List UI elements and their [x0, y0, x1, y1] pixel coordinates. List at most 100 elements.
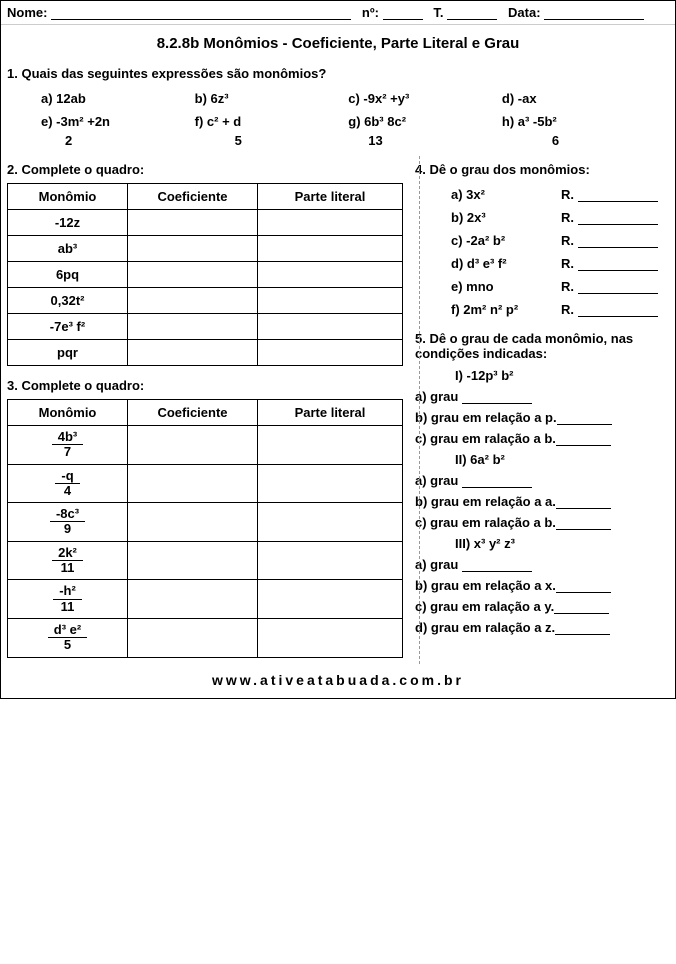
answer-blank[interactable] [578, 190, 658, 202]
q3-blank[interactable] [258, 618, 403, 657]
answer-blank[interactable] [556, 581, 611, 593]
two-column-layout: 2. Complete o quadro: Monômio Coeficient… [1, 156, 675, 664]
q2-blank[interactable] [258, 314, 403, 340]
q2-blank[interactable] [258, 262, 403, 288]
q2-cell: 6pq [8, 262, 128, 288]
q2-blank[interactable] [258, 340, 403, 366]
q3-blank[interactable] [128, 618, 258, 657]
q3-table: Monômio Coeficiente Parte literal 4b³7 -… [7, 399, 403, 658]
q1-numbers: 2 5 13 6 [1, 133, 675, 156]
q3-cell: 4b³7 [8, 426, 128, 465]
q1-num: 6 [502, 133, 652, 148]
q1-item: e) -3m² +2n [41, 114, 191, 129]
answer-blank[interactable] [556, 518, 611, 530]
answer-blank[interactable] [554, 602, 609, 614]
q3-blank[interactable] [258, 580, 403, 619]
q1-num: 2 [41, 133, 191, 148]
field-data[interactable] [544, 6, 644, 20]
q5-item: a) grau [415, 470, 669, 491]
answer-blank[interactable] [578, 236, 658, 248]
table-row: 0,32t² [8, 288, 403, 314]
q1-num: 5 [195, 133, 345, 148]
q2-cell: ab³ [8, 236, 128, 262]
q3-blank[interactable] [258, 541, 403, 580]
q2-blank[interactable] [258, 288, 403, 314]
left-column: 2. Complete o quadro: Monômio Coeficient… [1, 156, 409, 664]
table-row: 4b³7 [8, 426, 403, 465]
table-row: -8c³9 [8, 503, 403, 542]
q5-item: c) grau em ralação a b. [415, 428, 669, 449]
q2-blank[interactable] [128, 236, 258, 262]
q2-cell: pqr [8, 340, 128, 366]
table-row: 6pq [8, 262, 403, 288]
q3-blank[interactable] [128, 503, 258, 542]
answer-blank[interactable] [462, 560, 532, 572]
answer-blank[interactable] [555, 623, 610, 635]
right-column: 4. Dê o grau dos monômios: a) 3x²R. b) 2… [409, 156, 675, 664]
q3-blank[interactable] [128, 541, 258, 580]
q2-blank[interactable] [128, 340, 258, 366]
q3-blank[interactable] [258, 503, 403, 542]
q2-blank[interactable] [128, 210, 258, 236]
field-t[interactable] [447, 6, 497, 20]
q3-prompt: 3. Complete o quadro: [7, 366, 403, 399]
q3-cell: -8c³9 [8, 503, 128, 542]
q5-item: c) grau em ralação a y. [415, 596, 669, 617]
q2-blank[interactable] [128, 314, 258, 340]
q4-item: a) 3x²R. [415, 183, 669, 206]
q1-item: f) c² + d [195, 114, 345, 129]
q3-header: Parte literal [258, 400, 403, 426]
q4-item: d) d³ e³ f²R. [415, 252, 669, 275]
q2-cell: -7e³ f² [8, 314, 128, 340]
q3-blank[interactable] [258, 464, 403, 503]
q5-item: a) grau [415, 386, 669, 407]
q3-blank[interactable] [128, 580, 258, 619]
q3-cell: d³ e²5 [8, 618, 128, 657]
field-no[interactable] [383, 6, 423, 20]
q2-header: Coeficiente [128, 184, 258, 210]
answer-blank[interactable] [578, 282, 658, 294]
field-nome[interactable] [51, 6, 351, 20]
table-row: d³ e²5 [8, 618, 403, 657]
q3-header: Monômio [8, 400, 128, 426]
q3-cell: -q4 [8, 464, 128, 503]
q1-item: g) 6b³ 8c² [348, 114, 498, 129]
q1-row-1: a) 12ab b) 6z³ c) -9x² +y³ d) -ax [1, 87, 675, 110]
q3-blank[interactable] [128, 426, 258, 465]
q3-blank[interactable] [258, 426, 403, 465]
q1-prompt: 1. Quais das seguintes expressões são mo… [1, 64, 675, 87]
q3-blank[interactable] [128, 464, 258, 503]
q4-item: c) -2a² b²R. [415, 229, 669, 252]
q1-num: 13 [348, 133, 498, 148]
table-row: pqr [8, 340, 403, 366]
answer-blank[interactable] [556, 497, 611, 509]
q2-blank[interactable] [128, 288, 258, 314]
q3-cell: -h²11 [8, 580, 128, 619]
answer-blank[interactable] [462, 392, 532, 404]
q3-header: Coeficiente [128, 400, 258, 426]
answer-blank[interactable] [557, 413, 612, 425]
q5-prompt: 5. Dê o grau de cada monômio, nas condiç… [415, 321, 669, 365]
answer-blank[interactable] [556, 434, 611, 446]
answer-blank[interactable] [578, 259, 658, 271]
q5-item: a) grau [415, 554, 669, 575]
answer-blank[interactable] [462, 476, 532, 488]
q1-item: d) -ax [502, 91, 652, 106]
q1-row-2: e) -3m² +2n f) c² + d g) 6b³ 8c² h) a³ -… [1, 110, 675, 133]
table-row: -q4 [8, 464, 403, 503]
q4-item: e) mnoR. [415, 275, 669, 298]
q5-item: b) grau em relação a p. [415, 407, 669, 428]
label-nome: Nome: [7, 5, 47, 20]
answer-blank[interactable] [578, 213, 658, 225]
header-line: Nome: nº: T. Data: [1, 1, 675, 25]
q2-blank[interactable] [128, 262, 258, 288]
q2-blank[interactable] [258, 210, 403, 236]
q5-sub: II) 6a² b² [415, 449, 669, 470]
table-row: -7e³ f² [8, 314, 403, 340]
label-data: Data: [508, 5, 541, 20]
q5-item: c) grau em ralação a b. [415, 512, 669, 533]
table-row: ab³ [8, 236, 403, 262]
vertical-divider [419, 156, 420, 664]
answer-blank[interactable] [578, 305, 658, 317]
q2-blank[interactable] [258, 236, 403, 262]
